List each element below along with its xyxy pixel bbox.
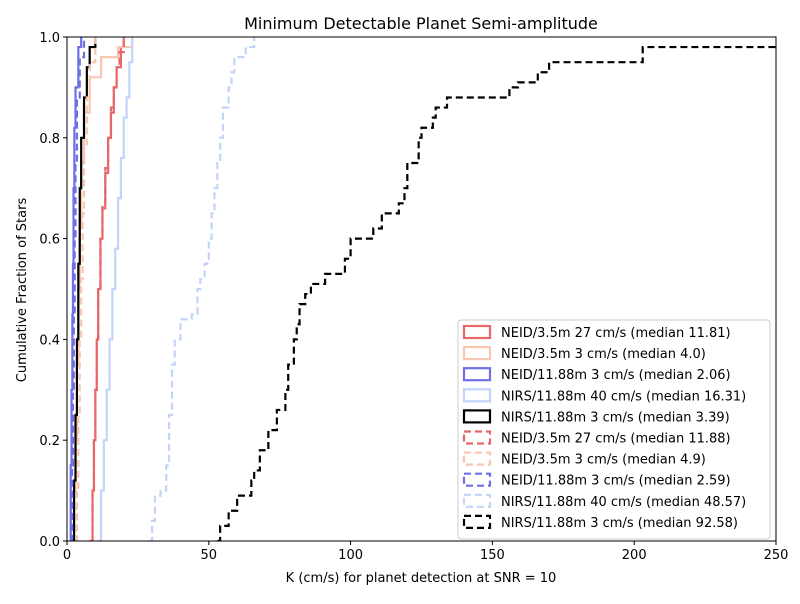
series-line-3	[69, 37, 83, 541]
legend-label: NEID/11.88m 3 cm/s (median 2.59)	[501, 474, 731, 489]
x-tick-label: 150	[480, 548, 505, 563]
legend-swatch	[462, 451, 492, 466]
legend-label: NIRS/11.88m 40 cm/s (median 16.31)	[501, 389, 746, 404]
legend-swatch	[462, 409, 492, 424]
y-tick-label: 0.2	[39, 434, 60, 449]
x-tick-label: 0	[63, 548, 71, 563]
y-tick-label: 0.0	[39, 535, 60, 550]
x-tick-label: 100	[338, 548, 363, 563]
axes: 0 50 100 150 200 250 0.0 0.2 0.4 0.6 0.8 1.0	[39, 31, 788, 563]
y-tick-label: 0.4	[39, 333, 60, 348]
plot-frame	[66, 36, 777, 542]
legend-label: NIRS/11.88m 3 cm/s (median 92.58)	[501, 516, 738, 531]
y-tick-label: 1.0	[39, 31, 60, 46]
legend: NEID/3.5m 27 cm/s (median 11.81) NEID/3.5…	[457, 319, 771, 540]
legend-swatch	[462, 493, 492, 508]
legend-swatch	[462, 472, 492, 487]
legend-swatch	[462, 514, 492, 530]
chart-title: Minimum Detectable Planet Semi-amplitude	[244, 14, 598, 33]
x-tick-label: 250	[764, 548, 789, 563]
legend-label: NIRS/11.88m 40 cm/s (median 48.57)	[501, 495, 746, 510]
series-line-10	[217, 45, 776, 541]
legend-swatch	[462, 324, 492, 340]
legend-label: NEID/3.5m 27 cm/s (median 11.81)	[501, 326, 731, 341]
legend-swatch	[462, 388, 492, 403]
x-tick-label: 50	[201, 548, 218, 563]
series-line-8	[71, 37, 86, 541]
legend-swatch	[462, 430, 492, 445]
y-axis-label: Cumulative Fraction of Stars	[15, 198, 30, 383]
legend-label: NIRS/11.88m 3 cm/s (median 3.39)	[501, 410, 730, 425]
legend-swatch	[462, 346, 492, 361]
series-line-6	[89, 37, 125, 541]
series-line-9	[149, 37, 256, 541]
x-tick-label: 200	[622, 548, 647, 563]
legend-label: NEID/3.5m 27 cm/s (median 11.88)	[501, 432, 731, 447]
y-tick-label: 0.6	[39, 233, 60, 248]
y-tick-label: 0.8	[39, 132, 60, 147]
legend-swatch	[462, 367, 492, 382]
x-axis-label: K (cm/s) for planet detection at SNR = 1…	[286, 571, 557, 586]
series-line-4	[98, 37, 134, 541]
legend-label: NEID/11.88m 3 cm/s (median 2.06)	[501, 368, 731, 383]
plot-area	[69, 37, 776, 541]
legend-label: NEID/3.5m 3 cm/s (median 4.0)	[501, 347, 706, 362]
series-line-7	[75, 37, 97, 541]
legend-box	[457, 319, 771, 540]
legend-label: NEID/3.5m 3 cm/s (median 4.9)	[501, 453, 706, 468]
